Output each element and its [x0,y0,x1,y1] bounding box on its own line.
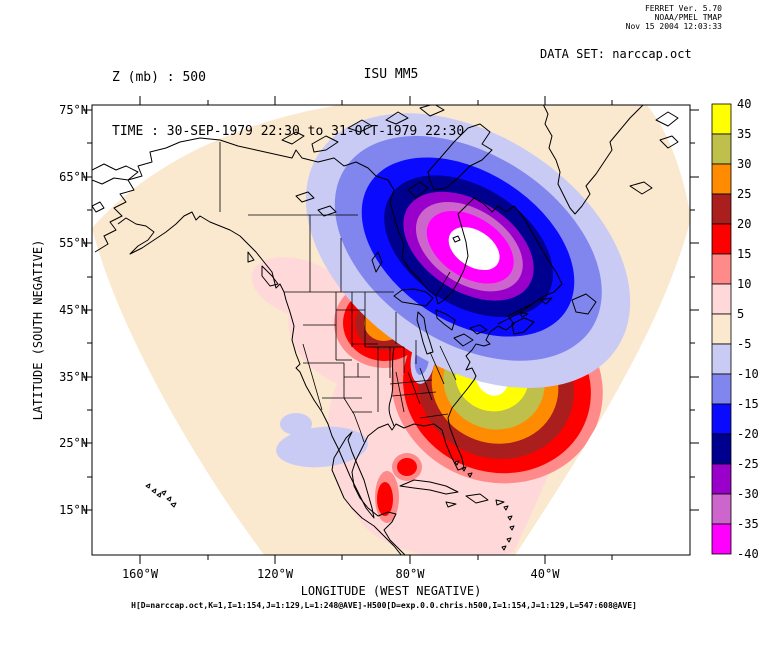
colorbar-band-11 [712,434,731,464]
colorbar-label-14: -35 [737,517,759,531]
colorbar: 40 35 30 25 20 15 10 5 -5 -10 -15 -20 -2… [712,97,759,561]
x-tick-label-3: 40°W [531,567,561,581]
contour-red-mexico [377,482,393,516]
ferret-plot-canvas: FERRET Ver. 5.70 NOAA/PMEL TMAP Nov 15 2… [0,0,768,662]
footer-expression: H[D=narccap.oct,K=1,I=1:154,J=1:129,L=1:… [60,601,708,610]
x-axis-title: LONGITUDE (WEST NEGATIVE) [301,584,482,598]
colorbar-band-5 [712,254,731,284]
contour-lavender-southwest-2 [280,413,312,435]
colorbar-label-1: 35 [737,127,751,141]
y-tick-label-3: 45°N [59,303,88,317]
ferret-version-stamp: FERRET Ver. 5.70 NOAA/PMEL TMAP Nov 15 2… [626,4,722,31]
y-tick-label-4: 35°N [59,370,88,384]
colorbar-label-11: -20 [737,427,759,441]
colorbar-band-9 [712,374,731,404]
model-title: ISU MM5 [92,67,690,82]
colorbar-label-8: -5 [737,337,751,351]
colorbar-label-0: 40 [737,97,751,111]
colorbar-label-13: -30 [737,487,759,501]
colorbar-label-9: -10 [737,367,759,381]
x-tick-label-2: 80°W [396,567,426,581]
stamp-line-3: Nov 15 2004 12:03:33 [626,22,722,31]
colorbar-label-12: -25 [737,457,759,471]
y-axis-title: LATITUDE (SOUTH NEGATIVE) [31,240,45,421]
y-tick-label-5: 25°N [59,436,88,450]
y-tick-label-2: 55°N [59,236,88,250]
dataset-label: DATA SET: narccap.oct [540,47,692,61]
colorbar-band-13 [712,494,731,524]
y-tick-label-0: 75°N [59,103,88,117]
stamp-line-2: NOAA/PMEL TMAP [626,13,722,22]
colorbar-label-10: -15 [737,397,759,411]
colorbar-band-8 [712,344,731,374]
colorbar-band-2 [712,164,731,194]
colorbar-band-3 [712,194,731,224]
colorbar-label-5: 15 [737,247,751,261]
colorbar-label-2: 30 [737,157,751,171]
x-tick-label-0: 160°W [122,567,159,581]
colorbar-band-14 [712,524,731,554]
colorbar-band-7 [712,314,731,344]
y-tick-label-6: 15°N [59,503,88,517]
y-tick-label-1: 65°N [59,170,88,184]
colorbar-band-6 [712,284,731,314]
colorbar-label-6: 10 [737,277,751,291]
contour-red-gulf [397,458,417,476]
colorbar-label-15: -40 [737,547,759,561]
colorbar-band-4 [712,224,731,254]
stamp-line-1: FERRET Ver. 5.70 [626,4,722,13]
colorbar-label-4: 20 [737,217,751,231]
x-tick-label-1: 120°W [257,567,294,581]
colorbar-band-12 [712,464,731,494]
plot-title-time: TIME : 30-SEP-1979 22:30 to 31-OCT-1979 … [112,123,464,141]
colorbar-label-3: 25 [737,187,751,201]
colorbar-band-0 [712,104,731,134]
plot-title-block: Z (mb) : 500 TIME : 30-SEP-1979 22:30 to… [112,33,464,177]
colorbar-band-10 [712,404,731,434]
colorbar-band-1 [712,134,731,164]
colorbar-label-7: 5 [737,307,744,321]
